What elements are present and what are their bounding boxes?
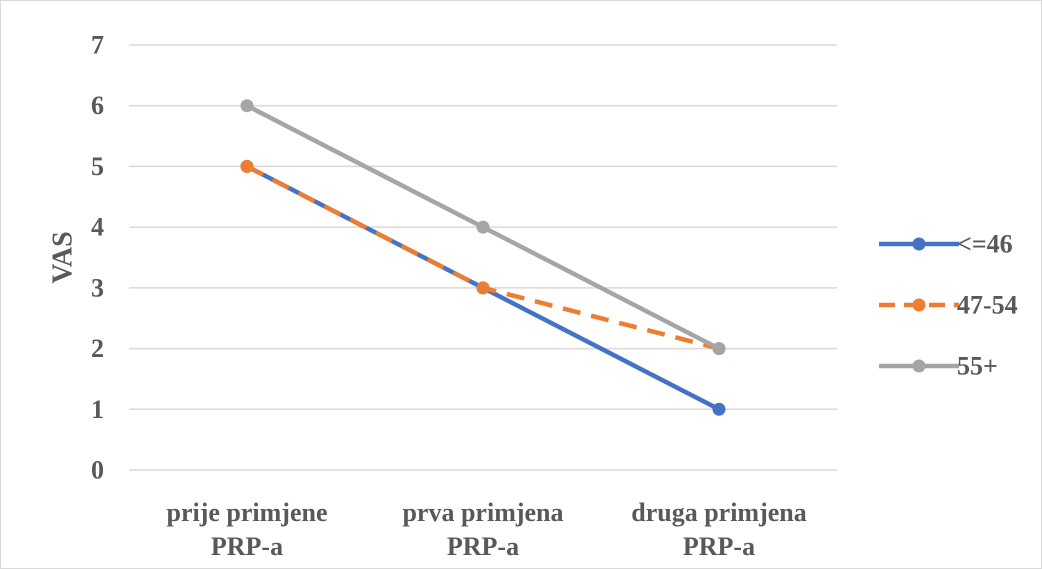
x-tick-label: prije primjene	[166, 498, 327, 527]
legend-swatch-marker	[912, 298, 926, 312]
y-axis-title: VAS	[48, 231, 79, 283]
x-tick-label: prva primjena	[402, 498, 563, 527]
legend-swatch-marker	[912, 237, 926, 251]
data-point	[476, 281, 490, 295]
series-group	[240, 99, 726, 356]
legend-item: 47-54	[879, 291, 1018, 320]
x-tick-labels: prije primjene PRP-a prva primjena PRP-a dru…	[166, 498, 806, 561]
x-tick-label: druga primjena	[631, 498, 807, 527]
y-tick-label: 0	[91, 456, 104, 485]
legend-label: 47-54	[957, 291, 1018, 320]
y-tick-label: 3	[91, 273, 104, 302]
series-group	[240, 159, 726, 356]
y-tick-label: 2	[91, 334, 104, 363]
y-tick-label: 4	[91, 213, 104, 242]
x-tick-label: PRP-a	[683, 532, 755, 561]
data-point	[240, 99, 254, 113]
series-line	[245, 164, 720, 351]
legend-label: <=46	[957, 230, 1013, 259]
gridlines	[129, 44, 837, 471]
data-point	[712, 342, 726, 356]
data-point	[712, 402, 726, 416]
x-tick-label: PRP-a	[211, 532, 283, 561]
series	[240, 99, 726, 416]
data-point	[240, 159, 254, 173]
y-tick-labels: 0 1 2 3 4 5 6 7	[91, 31, 104, 485]
data-point	[476, 220, 490, 234]
y-tick-label: 1	[91, 395, 104, 424]
y-tick-label: 7	[91, 31, 104, 60]
y-tick-label: 5	[91, 152, 104, 181]
legend: <=46 47-54 55+	[879, 230, 1018, 381]
x-tick-label: PRP-a	[447, 532, 519, 561]
legend-swatch-marker	[912, 359, 926, 373]
y-tick-label: 6	[91, 91, 104, 120]
legend-label: 55+	[957, 352, 998, 381]
legend-item: 55+	[879, 352, 998, 381]
legend-item: <=46	[879, 230, 1013, 259]
